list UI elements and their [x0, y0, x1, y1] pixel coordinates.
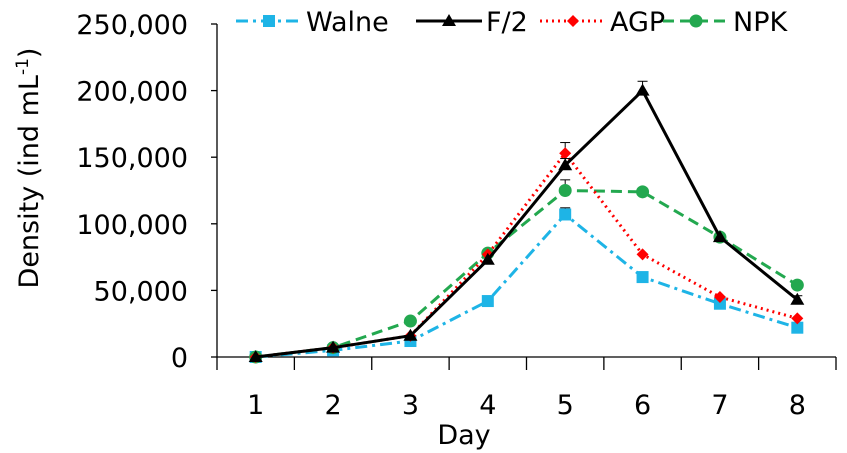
legend-label-npk: NPK: [733, 7, 788, 38]
y-axis-title: Density (ind mL-1): [13, 48, 45, 289]
series-agp: [249, 142, 804, 363]
legend-marker-npk: [689, 14, 703, 28]
legend-label-f2: F/2: [486, 7, 528, 38]
x-tick-label: 7: [711, 390, 728, 421]
x-tick-label: 8: [789, 390, 806, 421]
data-point-f2: [403, 328, 418, 341]
x-tick-label: 3: [402, 390, 419, 421]
legend: Walne F/2 AGP NPK: [236, 7, 788, 38]
y-axis-title-close: ): [14, 48, 45, 59]
data-point-f2: [712, 230, 727, 243]
legend-item-npk: NPK: [663, 7, 788, 38]
y-tick-label: 0: [171, 343, 188, 374]
data-point-npk: [790, 278, 804, 292]
data-point-f2: [635, 83, 650, 96]
x-tick-label: 1: [247, 390, 264, 421]
legend-marker-f2: [442, 14, 456, 26]
y-axis-title-sup: -1: [13, 58, 33, 75]
series-f2: [248, 80, 805, 362]
data-point-walne: [636, 271, 649, 284]
series-line-f2: [255, 89, 799, 359]
x-tick-label: 5: [557, 390, 574, 421]
data-point-f2: [480, 252, 495, 265]
x-tick-label: 4: [479, 390, 496, 421]
y-axis-title-main: Density (ind mL: [14, 75, 45, 288]
data-point-npk: [403, 314, 417, 328]
data-point-f2: [790, 292, 805, 305]
series-line-npk: [255, 189, 799, 359]
series-line-walne: [255, 212, 798, 359]
data-point-npk: [636, 185, 650, 199]
data-point-walne: [791, 321, 804, 334]
data-point-agp: [559, 147, 572, 160]
x-tick-label: 6: [634, 390, 651, 421]
data-point-npk: [558, 184, 572, 197]
legend-item-f2: F/2: [416, 7, 528, 38]
series-npk: [249, 179, 804, 364]
data-point-f2: [248, 350, 263, 362]
data-point-walne: [713, 297, 726, 310]
data-point-agp: [791, 312, 804, 325]
legend-item-agp: AGP: [540, 7, 665, 38]
x-tick-label: 2: [324, 390, 341, 421]
legend-item-walne: Walne: [236, 7, 389, 38]
series-line-agp: [255, 151, 798, 359]
data-point-walne: [559, 208, 572, 221]
legend-marker-agp: [567, 15, 579, 27]
legend-label-agp: AGP: [610, 7, 665, 38]
legend-marker-walne: [263, 15, 275, 27]
data-point-f2: [558, 158, 573, 171]
y-tick-label: 200,000: [76, 77, 188, 108]
legend-label-walne: Walne: [306, 7, 389, 38]
data-point-agp: [636, 248, 649, 261]
y-tick-label: 100,000: [76, 210, 188, 241]
data-point-agp: [713, 291, 726, 304]
y-tick-label: 150,000: [76, 143, 188, 174]
data-point-f2: [326, 340, 341, 353]
x-axis-title: Day: [437, 420, 490, 451]
y-tick-label: 50,000: [94, 276, 188, 307]
data-point-walne: [481, 295, 494, 308]
y-tick-label: 250,000: [76, 10, 188, 41]
series-layer: [248, 80, 805, 364]
ticks: 0 50,000 100,000 150,000 200,000 250,000 1 2 3 4 5…: [76, 10, 837, 421]
axes: [216, 24, 836, 358]
